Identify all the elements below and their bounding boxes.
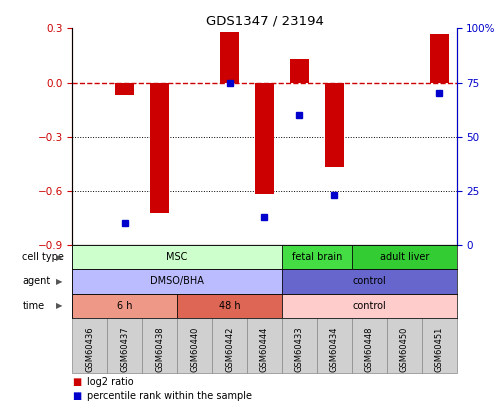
Text: ▶: ▶ bbox=[56, 253, 62, 262]
Text: GSM60438: GSM60438 bbox=[155, 326, 164, 372]
Bar bbox=[430, 34, 449, 83]
Bar bbox=[72, 269, 282, 294]
Text: GSM60448: GSM60448 bbox=[365, 326, 374, 372]
Bar bbox=[282, 245, 352, 269]
Bar bbox=[290, 59, 309, 83]
Text: time: time bbox=[22, 301, 44, 311]
Text: GSM60433: GSM60433 bbox=[295, 326, 304, 372]
Text: control: control bbox=[352, 301, 386, 311]
Text: GSM60451: GSM60451 bbox=[435, 326, 444, 371]
Bar bbox=[142, 318, 177, 373]
Text: 48 h: 48 h bbox=[219, 301, 241, 311]
Text: percentile rank within the sample: percentile rank within the sample bbox=[87, 391, 252, 401]
Bar bbox=[107, 318, 142, 373]
Bar bbox=[220, 32, 239, 83]
Title: GDS1347 / 23194: GDS1347 / 23194 bbox=[206, 14, 323, 27]
Bar bbox=[282, 318, 317, 373]
Bar bbox=[150, 83, 169, 213]
Bar bbox=[422, 318, 457, 373]
Text: log2 ratio: log2 ratio bbox=[87, 377, 134, 387]
Bar bbox=[177, 318, 212, 373]
Text: GSM60444: GSM60444 bbox=[260, 326, 269, 371]
Text: adult liver: adult liver bbox=[380, 252, 429, 262]
Bar bbox=[282, 269, 457, 294]
Bar bbox=[177, 294, 282, 318]
Bar bbox=[325, 83, 344, 167]
Text: control: control bbox=[352, 277, 386, 286]
Bar bbox=[115, 83, 134, 95]
Bar bbox=[72, 318, 107, 373]
Text: fetal brain: fetal brain bbox=[292, 252, 342, 262]
Bar bbox=[72, 294, 177, 318]
Text: GSM60442: GSM60442 bbox=[225, 326, 234, 371]
Bar bbox=[282, 294, 457, 318]
Text: 6 h: 6 h bbox=[117, 301, 133, 311]
Text: GSM60440: GSM60440 bbox=[190, 326, 199, 371]
Text: DMSO/BHA: DMSO/BHA bbox=[150, 277, 204, 286]
Bar bbox=[387, 318, 422, 373]
Bar bbox=[352, 245, 457, 269]
Text: ▶: ▶ bbox=[56, 301, 62, 310]
Text: ■: ■ bbox=[72, 391, 82, 401]
Bar bbox=[72, 245, 282, 269]
Text: GSM60436: GSM60436 bbox=[85, 326, 94, 372]
Text: ■: ■ bbox=[72, 377, 82, 387]
Text: ▶: ▶ bbox=[56, 277, 62, 286]
Text: GSM60434: GSM60434 bbox=[330, 326, 339, 372]
Text: cell type: cell type bbox=[22, 252, 64, 262]
Bar bbox=[352, 318, 387, 373]
Bar bbox=[317, 318, 352, 373]
Text: agent: agent bbox=[22, 277, 51, 286]
Bar bbox=[247, 318, 282, 373]
Bar bbox=[255, 83, 274, 194]
Text: GSM60450: GSM60450 bbox=[400, 326, 409, 371]
Bar bbox=[212, 318, 247, 373]
Text: GSM60437: GSM60437 bbox=[120, 326, 129, 372]
Text: MSC: MSC bbox=[167, 252, 188, 262]
